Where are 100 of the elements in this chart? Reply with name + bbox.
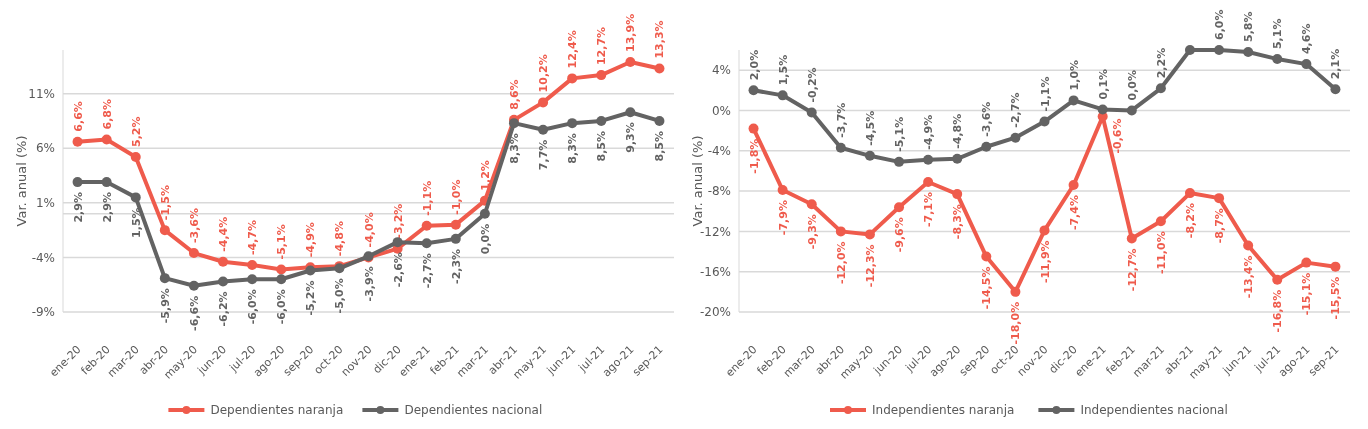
data-label: 7,7%: [537, 139, 551, 171]
legend-label: Dependientes naranja: [210, 403, 344, 417]
data-label: -2,7%: [420, 253, 434, 289]
y-tick-label: -12%: [699, 224, 731, 239]
point: [276, 274, 287, 285]
data-label: 12,4%: [566, 30, 580, 69]
data-label: -0,2%: [805, 67, 819, 103]
point: [1155, 216, 1166, 227]
data-label: -2,7%: [1009, 92, 1023, 128]
point: [508, 118, 519, 129]
data-label: 1,5%: [129, 207, 143, 238]
y-tick-label: -4%: [707, 143, 731, 158]
data-label: -18,0%: [1009, 301, 1023, 345]
data-label: 0,0%: [478, 223, 492, 255]
data-label: -11,9%: [1038, 240, 1052, 284]
point: [835, 226, 846, 237]
point: [538, 97, 549, 108]
data-label: -3,6%: [980, 101, 994, 137]
data-label: 5,8%: [1242, 11, 1256, 43]
point: [981, 141, 992, 152]
y-tick-label: 4%: [711, 63, 731, 78]
point: [777, 185, 788, 196]
point: [72, 136, 83, 147]
point: [1301, 59, 1312, 70]
point: [188, 280, 199, 291]
point: [72, 177, 83, 188]
data-label: 0,0%: [1125, 69, 1139, 101]
point: [596, 70, 607, 81]
data-label: 12,7%: [595, 26, 609, 66]
point: [1010, 286, 1021, 297]
point: [1272, 274, 1283, 285]
y-tick-label: -4%: [31, 250, 55, 265]
data-label: -5,2%: [304, 280, 318, 316]
data-label: -13,4%: [1242, 255, 1256, 299]
data-label: 5,1%: [1271, 18, 1285, 50]
data-label: -1,1%: [420, 180, 434, 216]
data-label: 1,0%: [1067, 59, 1081, 91]
data-label: 13,9%: [624, 13, 638, 53]
data-label: -16,8%: [1271, 289, 1285, 333]
data-label: 2,9%: [71, 192, 85, 223]
legend-label: Independientes nacional: [1080, 403, 1228, 417]
data-label: -4,9%: [304, 222, 318, 258]
point: [130, 151, 141, 162]
point: [130, 192, 141, 203]
point: [1301, 257, 1312, 268]
data-label: 2,2%: [1154, 47, 1168, 79]
point: [479, 208, 490, 219]
data-label: -3,7%: [834, 102, 848, 138]
data-label: 1,5%: [776, 54, 790, 86]
point: [1184, 188, 1195, 199]
point: [218, 256, 229, 267]
data-label: 8,3%: [507, 133, 521, 164]
point: [392, 237, 403, 248]
data-label: -15,1%: [1300, 272, 1314, 316]
point: [421, 238, 432, 249]
data-label: -4,5%: [863, 110, 877, 146]
data-label: -7,1%: [922, 192, 936, 228]
point: [894, 202, 905, 213]
data-label: -1,0%: [449, 179, 463, 215]
data-label: -9,3%: [805, 214, 819, 250]
data-label: -2,3%: [449, 248, 463, 284]
point: [1243, 240, 1254, 251]
point: [625, 107, 636, 118]
point: [567, 73, 578, 84]
data-label: -5,1%: [893, 116, 907, 152]
data-label: 6,0%: [1213, 9, 1227, 40]
point: [188, 248, 199, 259]
data-label: -14,5%: [980, 266, 994, 310]
point: [1039, 225, 1050, 236]
data-label: 13,3%: [653, 20, 667, 59]
point: [1272, 54, 1283, 65]
point: [748, 123, 759, 134]
point: [1214, 193, 1225, 204]
point: [748, 85, 759, 96]
point: [276, 264, 287, 275]
data-label: -9,6%: [893, 217, 907, 253]
point: [247, 274, 258, 285]
data-label: -6,6%: [187, 295, 201, 331]
data-label: -1,5%: [158, 185, 172, 221]
point: [894, 156, 905, 167]
data-label: -4,0%: [362, 212, 376, 248]
point: [654, 63, 665, 74]
data-label: -3,2%: [391, 203, 405, 239]
data-label: -8,3%: [951, 204, 965, 240]
data-label: 8,6%: [507, 79, 521, 110]
point: [806, 199, 817, 210]
point: [1243, 47, 1254, 58]
y-tick-label: -20%: [699, 305, 731, 320]
data-label: -0,6%: [1110, 118, 1124, 154]
data-label: 2,0%: [747, 49, 761, 81]
y-axis-title: Var. anual (%): [690, 135, 705, 227]
point: [923, 154, 934, 165]
data-label: 6,8%: [100, 99, 114, 130]
point: [864, 150, 875, 161]
data-label: -11,0%: [1154, 231, 1168, 275]
y-tick-label: 6%: [35, 141, 55, 156]
data-label: -4,8%: [333, 221, 347, 257]
data-label: 0,1%: [1096, 68, 1110, 100]
data-label: -12,7%: [1125, 248, 1139, 292]
point: [1214, 45, 1225, 55]
